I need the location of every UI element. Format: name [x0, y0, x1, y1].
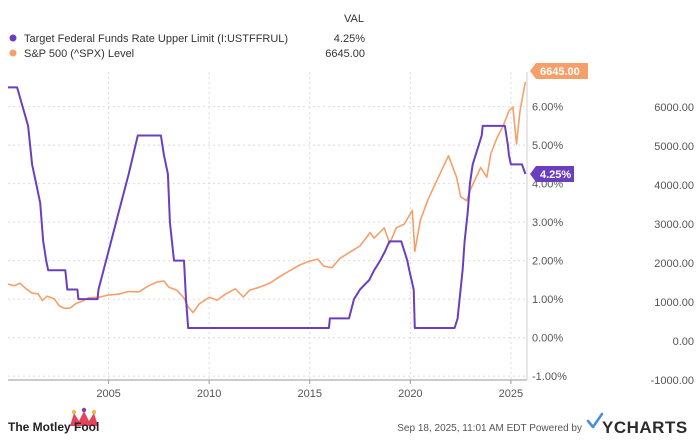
right-tick-label: 5000.00 — [654, 141, 694, 153]
right-tick-label: 4000.00 — [654, 180, 694, 192]
ycharts-check-icon — [586, 412, 604, 429]
footer: The Motley Fool Sep 18, 2025, 11:01 AM E… — [8, 407, 688, 437]
legend-header: VAL — [344, 13, 364, 25]
legend: VAL Target Federal Funds Rate Upper Limi… — [9, 13, 365, 60]
legend-marker-sp500 — [9, 49, 17, 57]
right-tick-label: 0.00 — [673, 336, 694, 348]
x-tick-label: 2020 — [398, 388, 422, 400]
right-tick-label: 2000.00 — [654, 258, 694, 270]
jester-bell-icon — [81, 407, 87, 413]
jester-hat-icon — [70, 411, 98, 426]
right-tick-label: 1000.00 — [654, 297, 694, 309]
legend-label-sp500: S&P 500 (^SPX) Level — [24, 48, 134, 60]
sp500-end-label: 6645.00 — [530, 62, 588, 79]
left-tick-label: 2.00% — [532, 256, 563, 268]
left-tick-label: 0.00% — [532, 333, 563, 345]
right-tick-label: 3000.00 — [654, 219, 694, 231]
legend-label-fed-funds: Target Federal Funds Rate Upper Limit (I… — [24, 33, 288, 45]
motley-fool-logo — [70, 407, 98, 426]
x-tick-label: 2015 — [298, 388, 322, 400]
legend-value-sp500: 6645.00 — [325, 48, 365, 60]
left-tick-label: -1.00% — [532, 371, 567, 383]
footer-provider: YCHARTS — [602, 418, 688, 437]
fed-funds-end-label-text: 4.25% — [540, 169, 571, 181]
footer-timestamp: Sep 18, 2025, 11:01 AM EDT Powered by — [397, 423, 582, 434]
fed-funds-end-label: 4.25% — [530, 166, 574, 183]
sp500-end-label-text: 6645.00 — [540, 66, 580, 78]
left-tick-label: 5.00% — [532, 140, 563, 152]
left-axis-ticks: -1.00%0.00%1.00%2.00%3.00%4.00%5.00%6.00… — [532, 102, 567, 383]
x-tick-label: 2010 — [197, 388, 221, 400]
right-tick-label: -1000.00 — [651, 375, 694, 387]
grid — [8, 72, 528, 381]
footer-brand: The Motley Fool — [8, 420, 99, 434]
ycharts-logo: YCHARTS — [586, 412, 688, 437]
sp500-end-label-box — [530, 62, 588, 79]
fed-funds-end-label-box — [530, 166, 574, 183]
sp500-line — [7, 81, 527, 314]
left-tick-label: 1.00% — [532, 294, 563, 306]
jester-bell-icon — [72, 410, 76, 414]
right-axis-ticks: -1000.00 0.00 1000.00 2000.00 3000.00 4000.00… — [651, 102, 694, 387]
x-tick-label: 2025 — [499, 388, 523, 400]
jester-bell-icon — [92, 410, 96, 414]
legend-value-fed-funds: 4.25% — [334, 33, 365, 45]
fed-funds-line — [8, 86, 527, 329]
left-tick-label: 6.00% — [532, 102, 563, 114]
x-tick-label: 2005 — [96, 388, 120, 400]
right-tick-label: 6000.00 — [654, 102, 694, 114]
x-axis-ticks: 2005 2010 2015 2020 2025 — [96, 380, 523, 400]
legend-marker-fed-funds — [9, 34, 17, 42]
left-tick-label: 3.00% — [532, 217, 563, 229]
